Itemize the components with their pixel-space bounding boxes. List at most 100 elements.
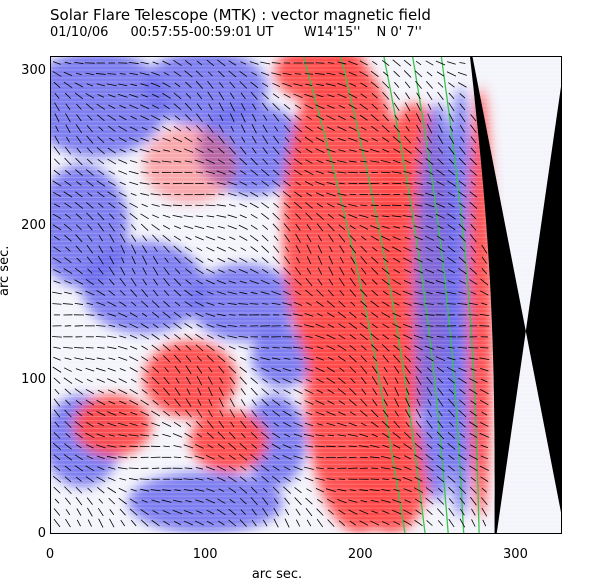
field-vector xyxy=(97,255,104,265)
field-vector xyxy=(469,234,477,243)
field-vector xyxy=(348,445,357,448)
field-vector xyxy=(261,169,270,177)
field-vector xyxy=(229,431,236,439)
field-vector xyxy=(283,466,291,471)
field-vector xyxy=(129,93,139,98)
field-vector xyxy=(470,400,477,405)
field-vector xyxy=(272,486,280,494)
field-vector xyxy=(96,191,105,198)
field-vector xyxy=(282,422,292,427)
field-vector xyxy=(164,257,169,263)
field-vector xyxy=(326,181,336,185)
field-vector xyxy=(361,236,367,241)
field-vector xyxy=(173,445,182,448)
field-vector xyxy=(348,71,357,76)
field-vector xyxy=(271,475,281,483)
field-vector xyxy=(84,357,95,361)
field-vector xyxy=(64,476,72,483)
field-vector xyxy=(426,147,433,154)
field-vector xyxy=(348,399,357,406)
field-vector xyxy=(65,246,71,252)
field-vector xyxy=(217,431,226,440)
field-vector xyxy=(295,245,301,254)
field-vector xyxy=(216,214,227,218)
field-vector xyxy=(436,497,445,505)
field-vector xyxy=(350,377,356,384)
field-vector xyxy=(405,376,410,385)
field-vector xyxy=(328,234,334,243)
field-vector xyxy=(87,234,93,242)
field-vector xyxy=(414,236,423,241)
field-vector xyxy=(207,113,213,122)
field-vector xyxy=(120,224,126,231)
field-vector xyxy=(52,71,62,77)
field-vector xyxy=(371,279,378,285)
field-vector xyxy=(227,225,237,230)
field-vector xyxy=(326,367,335,373)
field-vector xyxy=(437,520,444,526)
field-vector xyxy=(184,432,193,438)
field-vector xyxy=(229,92,235,100)
field-vector xyxy=(141,94,149,98)
field-vector xyxy=(163,410,170,417)
field-vector xyxy=(393,268,400,274)
field-vector xyxy=(426,136,433,144)
field-vector xyxy=(186,376,191,385)
field-vector xyxy=(337,203,347,208)
field-vector xyxy=(437,398,444,407)
field-vector xyxy=(437,147,444,154)
field-vector xyxy=(218,397,224,408)
field-vector xyxy=(282,82,292,87)
field-vector xyxy=(381,215,390,218)
field-vector xyxy=(86,256,93,264)
field-vector xyxy=(228,346,236,350)
field-vector xyxy=(74,388,84,395)
field-vector xyxy=(293,93,303,99)
field-vector xyxy=(415,247,422,251)
field-vector xyxy=(75,399,83,406)
field-vector xyxy=(427,409,432,418)
field-vector xyxy=(175,377,180,384)
field-vector xyxy=(272,279,280,285)
field-vector xyxy=(120,244,125,254)
field-vector xyxy=(97,93,105,98)
field-vector xyxy=(282,378,292,383)
field-vector xyxy=(240,61,247,65)
field-vector xyxy=(250,213,258,219)
field-vector xyxy=(208,366,213,373)
field-vector xyxy=(370,421,379,428)
field-vector xyxy=(272,256,280,265)
field-vector xyxy=(228,170,237,175)
field-vector xyxy=(87,114,93,121)
field-vector xyxy=(218,302,225,306)
field-vector xyxy=(119,301,127,307)
field-vector xyxy=(358,149,369,153)
field-vector xyxy=(383,387,389,397)
field-vector xyxy=(470,291,477,295)
field-vector xyxy=(152,61,159,65)
field-vector xyxy=(140,366,149,373)
field-vector xyxy=(74,454,84,461)
field-vector xyxy=(371,323,378,329)
field-vector xyxy=(370,520,380,526)
field-vector xyxy=(349,344,357,351)
field-vector xyxy=(437,102,444,112)
field-vector xyxy=(196,433,203,438)
field-vector xyxy=(404,455,412,460)
field-vector xyxy=(337,311,347,319)
field-vector xyxy=(227,192,237,197)
field-vector xyxy=(240,92,246,100)
field-vector xyxy=(261,257,269,264)
field-vector xyxy=(130,192,137,196)
field-vector xyxy=(52,213,62,219)
field-vector xyxy=(381,171,391,174)
field-vector xyxy=(426,387,433,396)
field-vector xyxy=(424,345,435,350)
field-vector xyxy=(480,476,489,482)
field-vector xyxy=(392,499,402,504)
field-vector xyxy=(63,367,72,372)
field-vector xyxy=(205,236,216,241)
field-vector xyxy=(172,204,183,207)
field-vector xyxy=(306,244,312,254)
field-vector xyxy=(140,104,150,110)
